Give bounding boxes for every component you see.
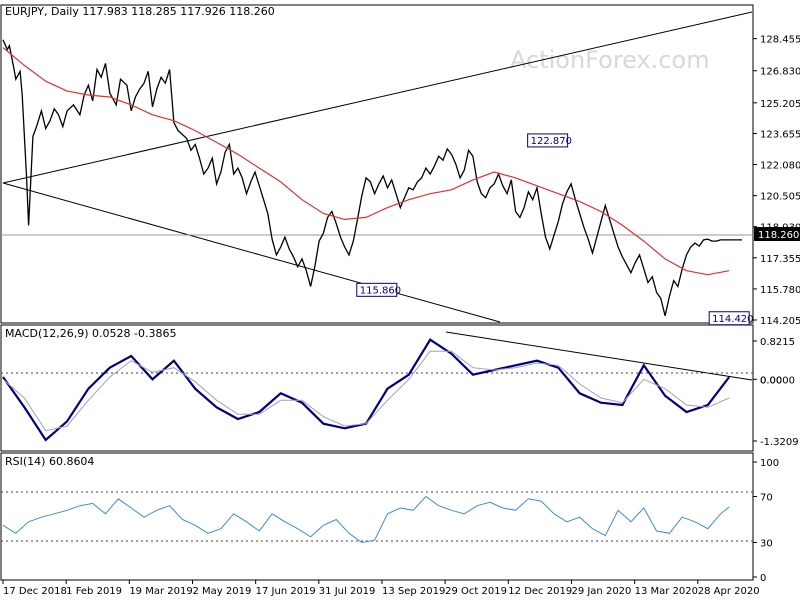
- signal-line: [2, 350, 730, 432]
- macd-y-axis: 0.8215 0.0000 -1.3209 0.00: [753, 337, 799, 448]
- x-tick-label: 12 Dec 2019: [508, 586, 572, 597]
- price-annotations: 122.870 115.860 114.420: [356, 133, 754, 326]
- y-tick-label: 125.205: [760, 99, 800, 110]
- rsi-y-axis: 100 70 30 0: [753, 458, 779, 584]
- y-tick-label: 0.8215: [760, 337, 795, 348]
- macd-trend-line: [445, 331, 753, 381]
- annotation-label: 122.870: [531, 136, 572, 147]
- y-tick-label: 117.355: [760, 254, 800, 265]
- macd-title: MACD(12,26,9) 0.0528 -0.3865: [5, 327, 176, 340]
- price-y-axis: 128.455 126.830 125.205 123.655 122.080 120.5…: [753, 35, 800, 327]
- price-title: EURJPY, Daily 117.983 118.285 117.926 11…: [5, 5, 275, 18]
- price-panel: [0, 4, 754, 324]
- price-series-group: [2, 39, 742, 316]
- lower-channel-line: [2, 182, 501, 323]
- macd-last-value: 0.00: [760, 375, 782, 386]
- rsi-series-group: [2, 495, 730, 544]
- rsi-panel: [0, 452, 754, 581]
- x-tick-label: 13 Sep 2019: [382, 586, 445, 597]
- y-tick-label: 30: [760, 539, 773, 550]
- x-tick-label: 29 Oct 2019: [445, 586, 507, 597]
- y-tick-label: 126.830: [760, 67, 800, 78]
- y-tick-label: 100: [760, 458, 779, 469]
- rsi-line: [2, 495, 730, 544]
- y-tick-label: 70: [760, 493, 773, 504]
- x-tick-label: 2 May 2019: [192, 586, 251, 597]
- x-tick-label: 13 Mar 2020: [635, 586, 698, 597]
- annotation-label: 115.860: [360, 285, 401, 296]
- last-price-label: 118.260: [758, 230, 799, 241]
- upper-channel-line: [2, 11, 753, 184]
- x-tick-label: 1 Feb 2019: [66, 586, 122, 597]
- x-tick-label: 17 Dec 2018: [3, 586, 67, 597]
- price-line: [2, 39, 742, 316]
- x-tick-label: 17 Jun 2019: [256, 586, 316, 597]
- annotation-label: 114.420: [712, 314, 753, 325]
- y-tick-label: 0: [760, 573, 766, 584]
- rsi-title: RSI(14) 60.8604: [5, 455, 94, 468]
- x-tick-label: 29 Jan 2020: [571, 586, 631, 597]
- annotation-box: [708, 311, 750, 326]
- y-tick-label: 128.455: [760, 35, 800, 46]
- x-tick-label: 31 Jul 2019: [319, 586, 376, 597]
- annotation-box: [527, 133, 569, 148]
- y-tick-label: 123.655: [760, 129, 800, 140]
- macd-panel: [0, 324, 754, 452]
- y-tick-label: 120.505: [760, 192, 800, 203]
- annotation-box: [356, 282, 398, 297]
- last-price-box: [754, 227, 800, 241]
- x-axis: 17 Dec 2018 1 Feb 2019 19 Mar 2019 2 May 20…: [2, 580, 760, 597]
- y-tick-label: 0.0000: [760, 375, 795, 386]
- y-tick-label: -1.3209: [760, 437, 799, 448]
- moving-average-line: [2, 47, 730, 276]
- y-tick-label: 122.080: [760, 161, 800, 172]
- y-tick-label: 114.205: [760, 316, 800, 327]
- x-tick-label: 19 Mar 2019: [129, 586, 192, 597]
- macd-series-group: [2, 338, 731, 442]
- y-tick-label: 115.780: [760, 285, 800, 296]
- x-tick-label: 28 Apr 2020: [698, 586, 760, 597]
